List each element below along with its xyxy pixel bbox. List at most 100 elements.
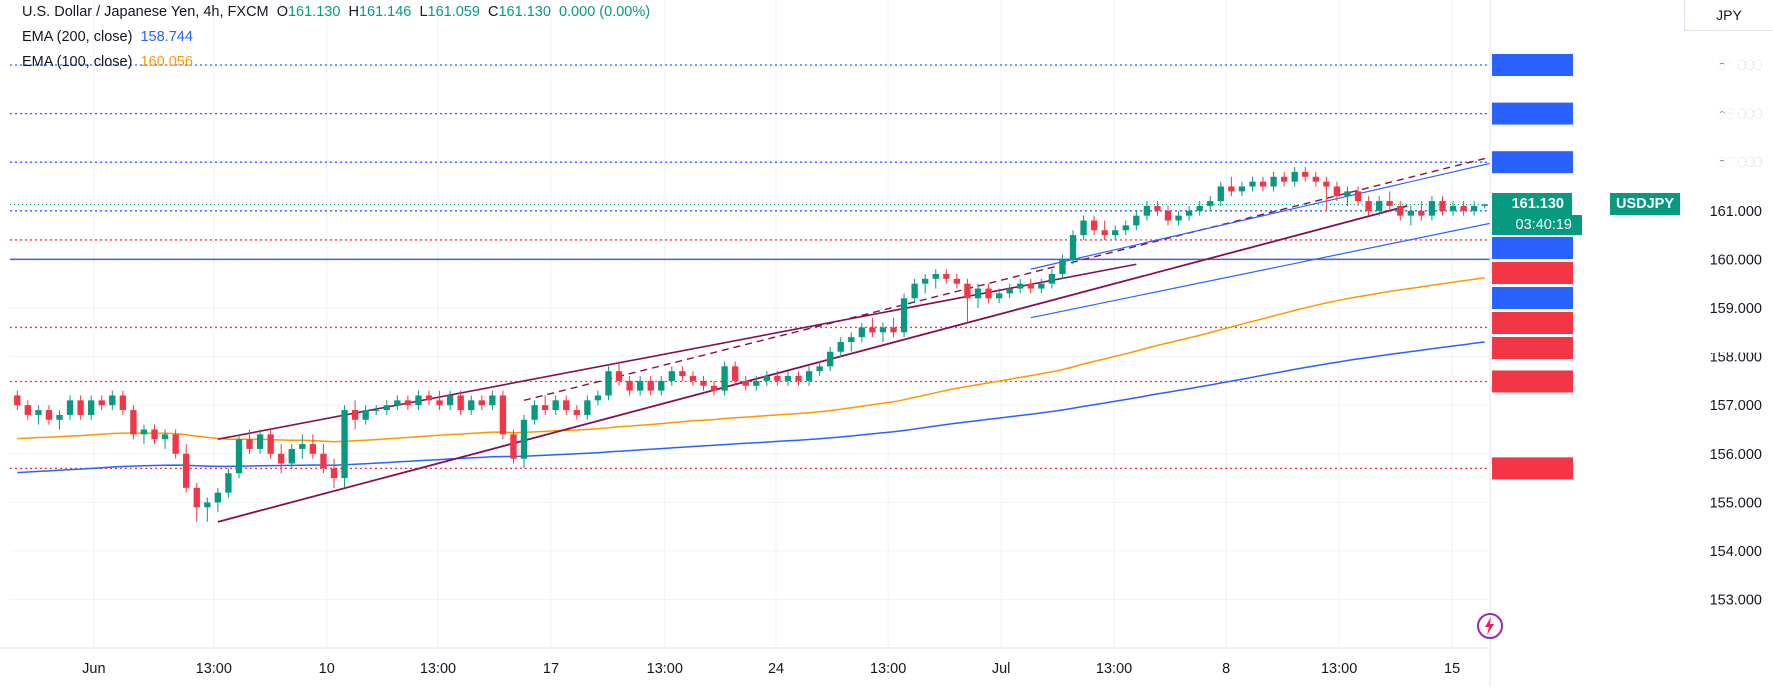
legend-ema100-row[interactable]: EMA (100, close) 160.056 — [22, 50, 650, 75]
candle-body — [700, 380, 707, 386]
x-tick-label: Jul — [992, 661, 1011, 677]
candle-body — [869, 327, 876, 333]
candle-body — [541, 405, 549, 411]
candle-body — [14, 395, 21, 406]
candle-body — [1291, 171, 1298, 182]
candle-body — [805, 371, 813, 381]
candle-body — [1112, 230, 1119, 236]
currency-label[interactable]: JPY — [1684, 0, 1773, 31]
candle-body — [890, 327, 897, 333]
x-tick-label: Jun — [82, 661, 105, 677]
x-tick-label: 13:00 — [870, 661, 906, 677]
symbol-description: U.S. Dollar / Japanese Yen, 4h, FXCM — [22, 4, 269, 20]
legend-symbol-row[interactable]: U.S. Dollar / Japanese Yen, 4h, FXCM O16… — [22, 0, 650, 25]
candle-body — [172, 434, 179, 454]
candle-body — [658, 380, 665, 391]
y-tick-label: 162.000 — [1710, 155, 1762, 171]
candle-body — [66, 400, 74, 415]
candle-body — [932, 273, 939, 279]
candle-body — [1048, 273, 1056, 284]
candle-body — [974, 288, 982, 299]
candle-body — [267, 434, 274, 454]
candle-body — [563, 400, 570, 411]
candle-body — [204, 502, 211, 508]
candle-body — [605, 371, 612, 396]
x-tick-label: 8 — [1222, 661, 1230, 677]
candle-body — [1375, 201, 1383, 211]
candle-body — [1196, 205, 1203, 211]
candle-body — [710, 385, 718, 391]
candle-body — [77, 400, 84, 415]
candle-body — [995, 293, 1003, 299]
flash-icon[interactable] — [1476, 612, 1504, 640]
y-tick-label: 154.000 — [1710, 544, 1762, 560]
level-badge-label: 162.000 — [1710, 155, 1762, 171]
candle-body — [478, 400, 485, 406]
level-badge — [1492, 54, 1573, 76]
candle-body — [647, 380, 654, 391]
candle-body — [45, 410, 53, 420]
level-badge-label: 160.000 — [1710, 316, 1762, 332]
candle-body — [130, 410, 137, 435]
candle-body — [183, 453, 190, 488]
candle-body — [1090, 220, 1098, 231]
close-label: C — [488, 4, 499, 20]
candle-body — [985, 288, 992, 299]
candle-body — [922, 278, 929, 284]
candle-body — [1164, 210, 1172, 221]
low-label: L — [419, 4, 428, 20]
candle-body — [1302, 171, 1309, 177]
legend-ema200-row[interactable]: EMA (200, close) 158.744 — [22, 25, 650, 50]
candle-body — [1207, 201, 1214, 206]
candle-body — [584, 400, 591, 415]
level-badge — [1492, 102, 1573, 125]
x-tick-label: 13:00 — [196, 661, 232, 677]
candle-body — [848, 337, 855, 343]
y-tick-label: 161.000 — [1710, 204, 1762, 220]
candle-body — [689, 376, 697, 381]
level-layer — [10, 64, 1490, 470]
level-badge — [1492, 370, 1573, 393]
candle-body — [1365, 201, 1372, 211]
candle-body — [510, 434, 517, 459]
candle-body — [256, 434, 264, 449]
y-tick-label: 159.000 — [1710, 301, 1762, 317]
candle-body — [151, 429, 158, 440]
candle-body — [383, 405, 390, 411]
candle-body — [119, 395, 127, 411]
candle-body — [341, 410, 348, 479]
low-value: 161.059 — [427, 4, 480, 20]
candle-body — [56, 414, 63, 420]
ema200-label: EMA (200, close) — [22, 29, 133, 45]
ema100-line — [17, 277, 1485, 443]
y-tick-label: 156.000 — [1710, 447, 1762, 463]
candle-body — [1449, 205, 1457, 211]
candle-body — [1354, 191, 1362, 202]
candle-body — [731, 366, 739, 381]
channel-lower — [217, 205, 1408, 523]
x-tick-label: 15 — [1444, 661, 1460, 677]
x-tick-label: 10 — [319, 661, 335, 677]
y-tick-label: 160.000 — [1710, 252, 1762, 268]
change-value: 0.000 (0.00%) — [558, 4, 651, 20]
x-tick-label: 17 — [543, 661, 559, 677]
candle-body — [193, 487, 200, 508]
y-tick-label: 164.000 — [1710, 58, 1762, 74]
candle-body — [1238, 186, 1246, 192]
candle-body — [373, 410, 380, 412]
level-badge-label: 160.400 — [1710, 266, 1762, 282]
candle-body — [1460, 205, 1467, 211]
channel-mid-dashed — [523, 142, 1548, 402]
candle-body — [1143, 205, 1151, 216]
candle-body — [964, 283, 971, 299]
y-tick-label: 153.000 — [1710, 593, 1762, 609]
candle-body — [1439, 201, 1446, 211]
x-tick-label: 13:00 — [1321, 661, 1357, 677]
candle-body — [763, 376, 771, 381]
last-price-badge: 161.130 — [1492, 193, 1572, 216]
candle-body — [309, 444, 317, 454]
channel-upper — [217, 263, 1137, 441]
